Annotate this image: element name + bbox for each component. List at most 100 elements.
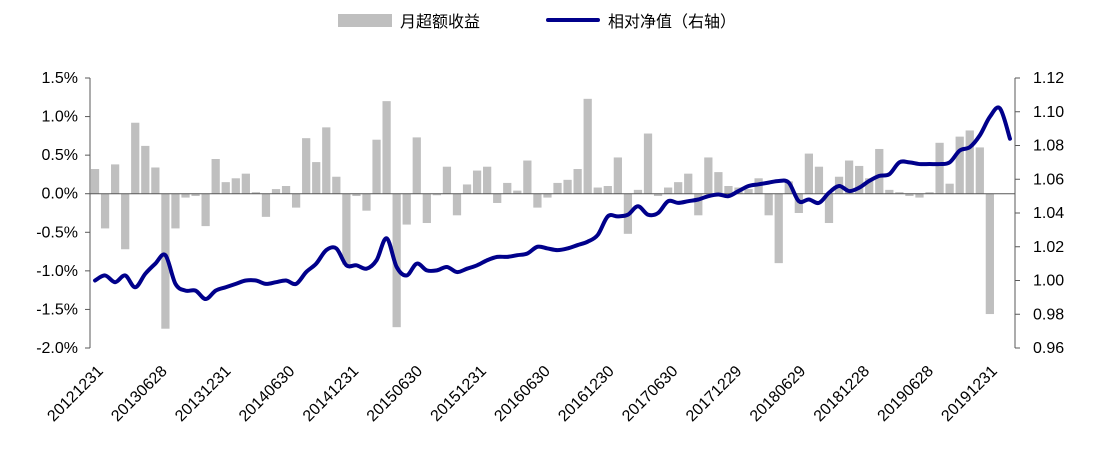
bar-month-41 <box>503 182 512 194</box>
bar-month-5 <box>141 145 150 194</box>
legend-item-relative-nav: 相对净值（右轴） <box>546 8 736 32</box>
bar-month-44 <box>533 193 542 208</box>
x-tick-label: 20171229 <box>683 363 745 425</box>
bar-month-22 <box>312 162 321 194</box>
bar-month-75 <box>844 160 854 194</box>
bar-month-68 <box>774 193 783 264</box>
bar-month-15 <box>241 173 250 194</box>
bar-month-0 <box>90 169 100 194</box>
bar-month-80 <box>895 192 904 194</box>
bar-month-88 <box>975 147 984 194</box>
left-tick-label: -1.0% <box>36 263 78 280</box>
left-tick-label: -1.5% <box>36 301 78 318</box>
bar-month-2 <box>111 164 120 194</box>
bar-month-86 <box>955 136 964 194</box>
right-axis-ticks: 1.12 1.10 1.08 1.06 1.04 1.02 1.00 0.98 0.96 <box>1015 70 1064 357</box>
bar-month-40 <box>493 193 502 203</box>
legend-swatch-bar <box>338 13 392 27</box>
bar-month-50 <box>593 187 602 194</box>
right-tick-label: 1.10 <box>1033 104 1064 121</box>
bar-month-51 <box>603 186 612 194</box>
bar-month-18 <box>271 189 281 194</box>
legend-label-bar: 月超额收益 <box>400 12 481 31</box>
bar-month-35 <box>442 166 452 194</box>
bar-month-19 <box>281 186 291 194</box>
bar-month-63 <box>724 186 733 194</box>
chart-legend: 月超额收益 相对净值（右轴） <box>0 8 1101 32</box>
bar-month-60 <box>694 193 703 216</box>
bar-month-59 <box>684 173 693 194</box>
x-tick-label: 20131231 <box>172 363 234 425</box>
left-tick-label: 0.0% <box>42 186 78 203</box>
x-axis-ticks: 20121231 20130628 20131231 20140630 20141231… <box>44 363 1000 425</box>
bar-month-56 <box>653 193 663 197</box>
bar-month-30 <box>392 193 401 328</box>
x-tick-label: 20141231 <box>300 363 362 425</box>
bar-month-54 <box>633 189 643 194</box>
right-tick-label: 1.00 <box>1033 273 1064 290</box>
bar-month-38 <box>472 170 482 194</box>
bar-month-57 <box>664 187 673 194</box>
x-tick-label: 20121231 <box>44 363 106 425</box>
left-tick-label: 1.5% <box>42 70 78 87</box>
bar-month-85 <box>945 183 954 194</box>
bar-month-65 <box>744 189 753 194</box>
right-tick-label: 1.06 <box>1033 171 1064 188</box>
bar-month-62 <box>714 172 723 194</box>
bar-month-10 <box>191 193 200 197</box>
x-tick-label: 20191231 <box>938 363 1000 425</box>
bar-series <box>90 98 994 329</box>
right-tick-label: 0.98 <box>1033 306 1064 323</box>
bar-month-39 <box>483 166 492 194</box>
bar-month-82 <box>915 193 924 198</box>
x-tick-label: 20180629 <box>747 363 809 425</box>
bar-month-8 <box>171 193 180 229</box>
bar-month-81 <box>905 193 914 197</box>
bar-month-23 <box>322 127 331 194</box>
bar-month-87 <box>965 130 974 194</box>
bar-month-73 <box>824 193 834 224</box>
bar-month-36 <box>452 193 462 216</box>
bar-month-27 <box>362 193 371 211</box>
x-tick-label: 20130628 <box>108 363 170 425</box>
bar-month-26 <box>352 193 361 197</box>
x-tick-label: 20160630 <box>491 363 553 425</box>
bar-month-83 <box>925 192 934 194</box>
bar-month-77 <box>865 178 874 194</box>
bar-month-71 <box>804 153 813 194</box>
bar-month-32 <box>412 137 421 194</box>
legend-swatch-line <box>546 18 600 22</box>
bar-month-79 <box>885 189 894 194</box>
bar-month-43 <box>523 160 532 194</box>
right-tick-label: 0.96 <box>1033 340 1064 357</box>
bar-month-34 <box>432 193 441 196</box>
bar-month-37 <box>462 184 472 194</box>
bar-month-55 <box>643 133 653 194</box>
bar-month-1 <box>100 193 110 229</box>
axes <box>89 78 1016 348</box>
x-tick-label: 20140630 <box>236 363 298 425</box>
bar-month-14 <box>231 178 240 194</box>
right-tick-label: 1.04 <box>1033 205 1064 222</box>
relative-nav-line <box>93 105 1012 302</box>
left-axis-ticks: 1.5% 1.0% 0.5% 0.0% -0.5% -1.0% -1.5% -2.0% <box>36 70 90 357</box>
bar-month-89 <box>985 193 994 315</box>
bar-month-42 <box>513 190 522 194</box>
bar-month-17 <box>261 193 271 217</box>
left-tick-label: -0.5% <box>36 224 78 241</box>
x-tick-label: 20161230 <box>555 363 617 425</box>
bar-month-33 <box>422 193 431 224</box>
left-tick-label: 1.0% <box>42 109 78 126</box>
x-tick-label: 20181228 <box>811 363 873 425</box>
bar-month-84 <box>935 142 944 194</box>
line-series <box>93 105 1012 302</box>
bar-month-52 <box>613 157 622 194</box>
bar-month-46 <box>553 182 562 194</box>
bar-month-11 <box>201 193 210 227</box>
x-tick-label: 20190628 <box>875 363 937 425</box>
bar-month-67 <box>764 193 773 216</box>
bar-month-25 <box>342 193 351 265</box>
bar-month-29 <box>382 101 391 194</box>
bar-month-24 <box>332 176 341 194</box>
